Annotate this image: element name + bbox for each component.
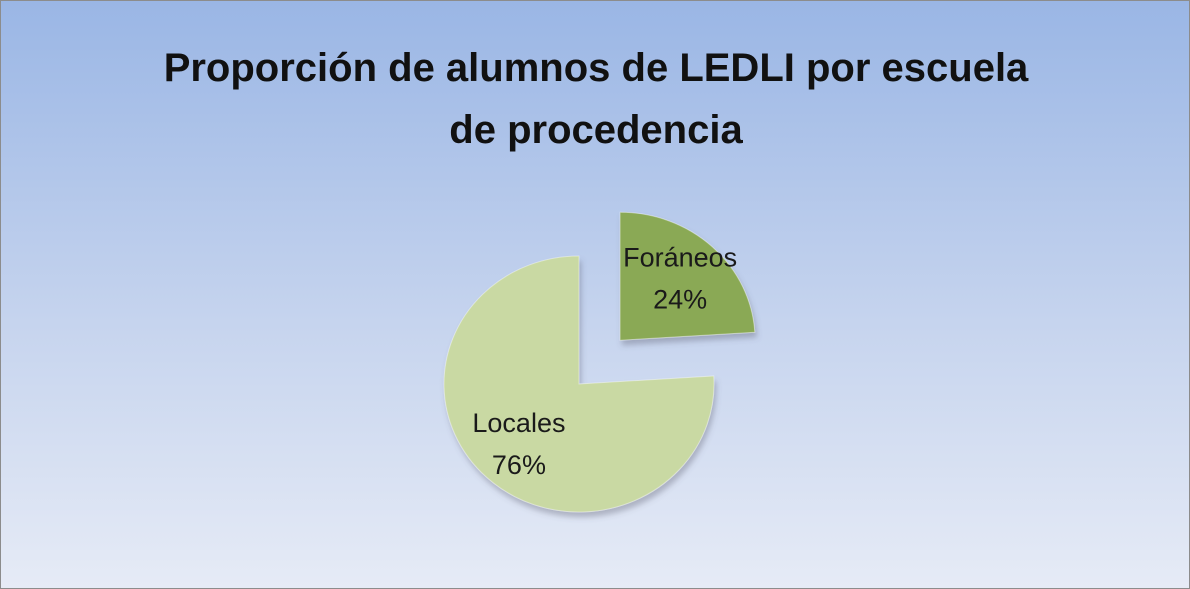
pie-slice xyxy=(619,211,756,341)
slice-value-label: 24% xyxy=(653,285,707,315)
pie-slice xyxy=(443,255,715,513)
chart-title: Proporción de alumnos de LEDLI por escue… xyxy=(163,46,1029,152)
slice-label: Foráneos xyxy=(623,243,737,273)
slice-value-label: 76% xyxy=(492,450,546,480)
slice-label: Locales xyxy=(472,408,565,438)
